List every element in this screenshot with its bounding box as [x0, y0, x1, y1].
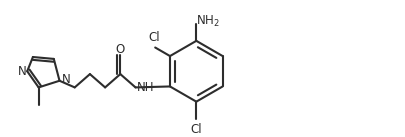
Text: Cl: Cl [190, 123, 202, 135]
Text: N: N [18, 65, 27, 78]
Text: NH$_2$: NH$_2$ [196, 14, 220, 29]
Text: NH: NH [136, 81, 154, 94]
Text: Cl: Cl [149, 31, 160, 44]
Text: O: O [116, 43, 125, 56]
Text: N: N [62, 73, 70, 86]
